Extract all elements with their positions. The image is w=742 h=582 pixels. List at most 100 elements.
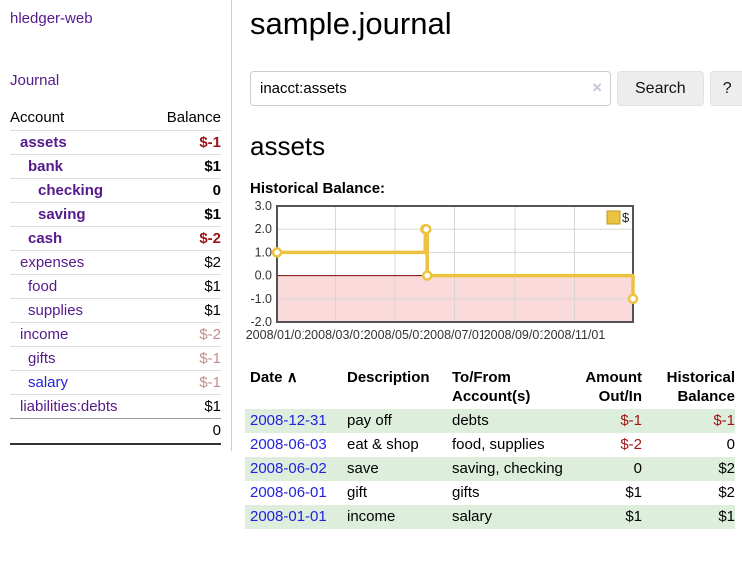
nav-journal: Journal: [10, 72, 221, 90]
account-link-salary[interactable]: salary: [28, 374, 69, 391]
account-row-saving: saving $1: [10, 202, 221, 226]
accounts-total-value: 0: [212, 422, 221, 439]
svg-text:2008/05/01: 2008/05/01: [364, 328, 427, 342]
account-link-assets[interactable]: assets: [20, 134, 67, 151]
account-balance: $-2: [199, 326, 221, 343]
transaction-balance: $2: [718, 460, 735, 477]
account-link-supplies[interactable]: supplies: [28, 302, 84, 319]
account-link-liabilities-debts[interactable]: liabilities:debts: [20, 398, 118, 415]
search-button[interactable]: Search: [617, 71, 704, 106]
account-balance: $-1: [199, 134, 221, 151]
page: hledger-web Journal Account Balance asse…: [0, 0, 742, 529]
table-row: 2008-01-01 income salary $1 $1: [245, 505, 735, 529]
transaction-date-link[interactable]: 2008-06-01: [250, 484, 327, 501]
app-title-link[interactable]: hledger-web: [10, 10, 93, 27]
chart-title: Historical Balance:: [250, 180, 386, 197]
transaction-date-link[interactable]: 2008-06-03: [250, 436, 327, 453]
account-balance: $-2: [199, 230, 221, 247]
table-row: 2008-06-01 gift gifts $1 $2: [245, 481, 735, 505]
svg-text:3.0: 3.0: [255, 199, 272, 213]
transaction-amount: $1: [625, 508, 642, 525]
account-row-assets: assets $-1: [10, 130, 221, 154]
transaction-date-link[interactable]: 2008-01-01: [250, 508, 327, 525]
transaction-description: eat & shop: [347, 436, 419, 453]
transaction-amount: $-2: [620, 436, 642, 453]
account-link-saving[interactable]: saving: [38, 206, 86, 223]
search-bar: × Search ?: [250, 71, 742, 106]
transaction-description: income: [347, 508, 396, 525]
transaction-description: pay off: [347, 412, 392, 429]
account-link-cash[interactable]: cash: [28, 230, 63, 247]
account-balance: $1: [204, 278, 221, 295]
account-balance: 0: [212, 182, 221, 199]
account-link-checking[interactable]: checking: [38, 182, 104, 199]
transaction-date-link[interactable]: 2008-12-31: [250, 412, 327, 429]
transaction-description: save: [347, 460, 379, 477]
help-button[interactable]: ?: [709, 71, 742, 106]
journal-link[interactable]: Journal: [10, 72, 60, 89]
account-row-expenses: expenses $2: [10, 250, 221, 274]
account-balance: $2: [204, 254, 221, 271]
account-link-food[interactable]: food: [28, 278, 58, 295]
account-balance: $-1: [199, 374, 221, 391]
search-input[interactable]: [250, 71, 611, 106]
svg-text:1.0: 1.0: [255, 245, 272, 259]
account-row-cash: cash $-2: [10, 226, 221, 250]
account-row-income: income $-2: [10, 322, 221, 346]
table-row: 2008-12-31 pay off debts $-1 $-1: [245, 409, 735, 433]
accounts-total-row: 0: [10, 418, 221, 445]
table-row: 2008-06-03 eat & shop food, supplies $-2…: [245, 433, 735, 457]
sidebar: hledger-web Journal Account Balance asse…: [0, 0, 232, 451]
account-row-food: food $1: [10, 274, 221, 298]
clear-search-icon[interactable]: ×: [592, 78, 602, 97]
account-row-gifts: gifts $-1: [10, 346, 221, 370]
column-header-date[interactable]: Date ∧: [250, 369, 298, 386]
balance-column-header: Balance: [166, 109, 221, 126]
transaction-date-link[interactable]: 2008-06-02: [250, 460, 327, 477]
account-link-income[interactable]: income: [20, 326, 69, 343]
svg-text:$: $: [622, 210, 630, 225]
transaction-balance: $-1: [713, 412, 735, 429]
account-link-bank[interactable]: bank: [28, 158, 64, 175]
svg-text:-1.0: -1.0: [250, 292, 272, 306]
register-table: Date ∧ Description To/From Account(s) Am…: [245, 366, 735, 529]
account-balance: $1: [204, 206, 221, 223]
account-column-header: Account: [10, 109, 65, 126]
svg-text:2008/07/01: 2008/07/01: [423, 328, 486, 342]
table-row: 2008-06-02 save saving, checking 0 $2: [245, 457, 735, 481]
account-row-supplies: supplies $1: [10, 298, 221, 322]
account-balance: $-1: [199, 350, 221, 367]
sort-asc-icon: ∧: [286, 369, 298, 386]
svg-text:2008/09/01: 2008/09/01: [484, 328, 547, 342]
svg-text:-2.0: -2.0: [250, 315, 272, 329]
transaction-balance: 0: [726, 436, 735, 453]
historical-balance-chart: $3.0 2.0 1.0 0.0 -1.0 -2.02008/01/012008/03/0…: [245, 199, 639, 343]
account-link-expenses[interactable]: expenses: [20, 254, 85, 271]
transaction-accounts: gifts: [452, 484, 480, 501]
register-header-row: Date ∧ Description To/From Account(s) Am…: [245, 366, 735, 409]
main-content: sample.journal × Search ? assets Histori…: [232, 0, 742, 529]
svg-text:2008/03/01: 2008/03/01: [304, 328, 367, 342]
account-row-liabilities-debts: liabilities:debts $1: [10, 394, 221, 418]
transaction-amount: $-1: [620, 412, 642, 429]
column-header-accounts: To/From Account(s): [452, 369, 531, 405]
svg-text:2.0: 2.0: [255, 222, 272, 236]
column-header-amount: Amount Out/In: [585, 369, 642, 405]
transaction-accounts: salary: [452, 508, 493, 525]
search-input-wrap: ×: [250, 71, 611, 106]
transaction-accounts: debts: [452, 412, 489, 429]
page-title: sample.journal: [250, 6, 452, 41]
transaction-description: gift: [347, 484, 368, 501]
svg-text:0.0: 0.0: [255, 269, 272, 283]
svg-text:2008/11/01: 2008/11/01: [544, 328, 606, 342]
app-title: hledger-web: [10, 10, 221, 28]
transaction-amount: $1: [625, 484, 642, 501]
account-link-gifts[interactable]: gifts: [28, 350, 56, 367]
transaction-balance: $1: [718, 508, 735, 525]
account-balance: $1: [204, 158, 221, 175]
transaction-accounts: saving, checking: [452, 460, 563, 477]
transaction-balance: $2: [718, 484, 735, 501]
column-header-balance: Historical Balance: [666, 369, 735, 405]
accounts-table-header: Account Balance: [10, 107, 221, 130]
column-header-description: Description: [347, 369, 430, 386]
